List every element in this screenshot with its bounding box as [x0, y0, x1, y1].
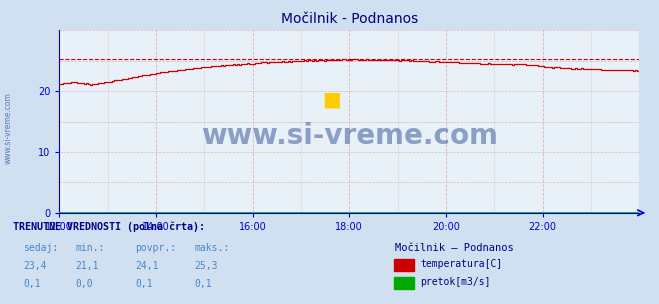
Text: temperatura[C]: temperatura[C]	[420, 259, 503, 269]
Text: 0,1: 0,1	[135, 279, 153, 289]
Text: 0,0: 0,0	[76, 279, 94, 289]
Text: www.si-vreme.com: www.si-vreme.com	[3, 92, 13, 164]
Text: 0,1: 0,1	[23, 279, 41, 289]
Text: Močilnik – Podnanos: Močilnik – Podnanos	[395, 243, 514, 253]
Text: www.si-vreme.com: www.si-vreme.com	[201, 122, 498, 150]
Text: TRENUTNE VREDNOSTI (polna črta):: TRENUTNE VREDNOSTI (polna črta):	[13, 221, 205, 232]
Text: sedaj:: sedaj:	[23, 243, 58, 253]
Text: 0,1: 0,1	[194, 279, 212, 289]
Title: Močilnik - Podnanos: Močilnik - Podnanos	[281, 12, 418, 26]
Text: min.:: min.:	[76, 243, 105, 253]
Text: 23,4: 23,4	[23, 261, 47, 271]
Text: 25,3: 25,3	[194, 261, 218, 271]
Text: ▪: ▪	[322, 85, 342, 114]
Text: povpr.:: povpr.:	[135, 243, 176, 253]
Text: 21,1: 21,1	[76, 261, 100, 271]
Text: maks.:: maks.:	[194, 243, 229, 253]
Text: 24,1: 24,1	[135, 261, 159, 271]
Text: pretok[m3/s]: pretok[m3/s]	[420, 278, 491, 288]
